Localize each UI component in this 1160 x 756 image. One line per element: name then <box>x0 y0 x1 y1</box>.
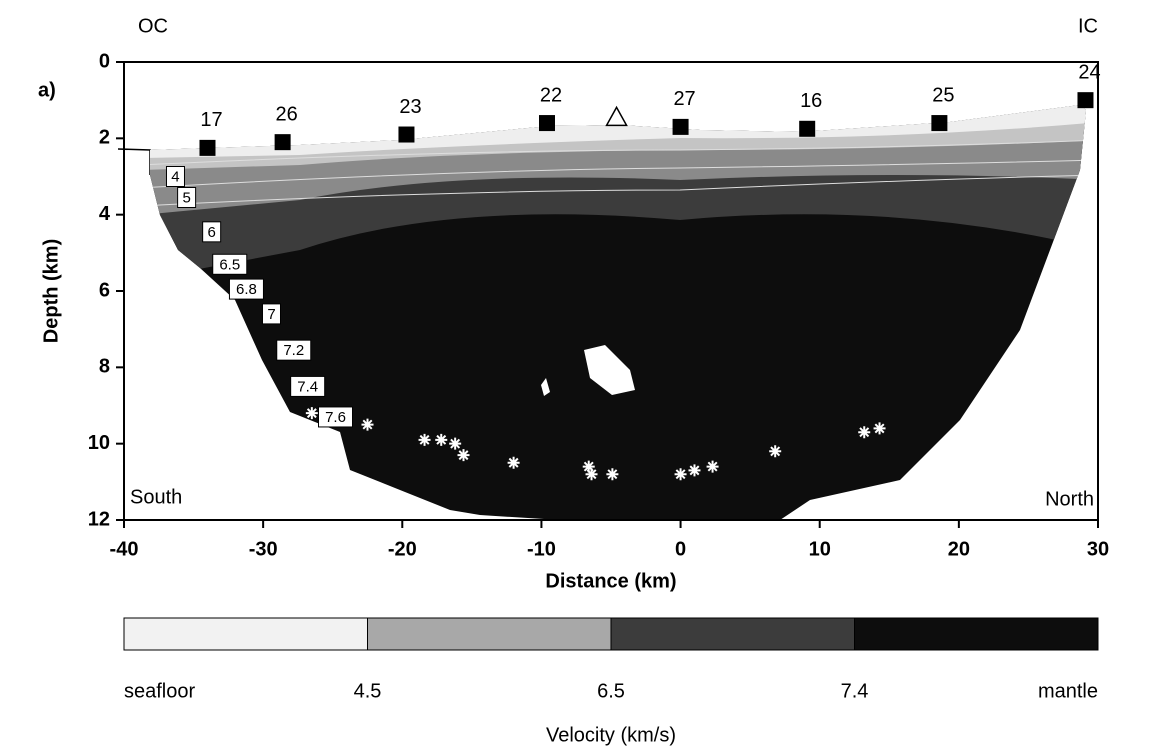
station-label: 27 <box>673 88 695 110</box>
station <box>672 118 689 135</box>
earthquake <box>688 464 701 477</box>
corner-label: North <box>1045 488 1094 510</box>
y-tick-label: 12 <box>88 508 110 530</box>
earthquake <box>449 437 462 450</box>
station <box>199 139 216 156</box>
contour-label-box <box>165 166 185 187</box>
x-tick-label: 30 <box>1087 538 1109 560</box>
station-label: 24 <box>1078 61 1100 83</box>
y-tick-label: 2 <box>99 127 110 149</box>
station-label: 16 <box>800 90 822 112</box>
contour-label-box <box>202 221 222 243</box>
station <box>799 120 816 137</box>
station <box>1077 92 1094 109</box>
station-label: 23 <box>399 96 421 118</box>
station-label: 25 <box>932 84 954 106</box>
colorbar-segment <box>854 617 1099 651</box>
station <box>538 115 555 132</box>
contour-label: 6.8 <box>236 281 257 298</box>
earthquake <box>674 468 687 481</box>
earthquake <box>305 407 318 420</box>
y-tick-label: 10 <box>88 432 110 454</box>
x-tick-label: 10 <box>809 538 831 560</box>
x-axis-title: Distance (km) <box>545 570 676 592</box>
corner-label: OC <box>138 15 168 37</box>
earthquake <box>873 422 886 435</box>
earthquake <box>582 460 595 473</box>
colorbar-title: Velocity (km/s) <box>546 724 676 746</box>
y-axis-title: Depth (km) <box>40 239 62 343</box>
corner-label: IC <box>1078 15 1098 37</box>
colorbar-label: mantle <box>1038 680 1098 702</box>
corner-label: South <box>130 486 182 508</box>
x-tick-label: 0 <box>675 538 686 560</box>
colorbar-segment <box>123 617 368 651</box>
contour-label-box <box>177 186 197 208</box>
earthquake <box>435 433 448 446</box>
station-label: 17 <box>200 109 222 131</box>
contour-label: 6.5 <box>219 256 240 273</box>
earthquake <box>606 468 619 481</box>
x-tick-label: -10 <box>527 538 556 560</box>
station-label: 22 <box>540 84 562 106</box>
station <box>931 115 948 132</box>
station-label: 26 <box>275 103 297 125</box>
triangle-marker <box>605 105 628 127</box>
earthquake <box>769 445 782 458</box>
station <box>398 126 415 143</box>
earthquake <box>361 418 374 431</box>
contour-label: 7.4 <box>297 378 318 395</box>
contour-label-box <box>317 406 353 428</box>
x-tick-label: -30 <box>249 538 278 560</box>
y-tick-label: 8 <box>99 356 110 378</box>
x-tick-label: -40 <box>110 538 139 560</box>
contour-label-box <box>290 375 326 397</box>
contour-label: 6 <box>207 224 215 241</box>
earthquake <box>585 468 598 481</box>
panel-label: a) <box>38 79 56 101</box>
earthquake <box>457 449 470 462</box>
earthquake <box>858 426 871 439</box>
contour-label: 7.6 <box>325 409 346 426</box>
colorbar-segment <box>610 617 855 651</box>
x-tick-label: 20 <box>948 538 970 560</box>
contour-label-box <box>276 339 312 361</box>
colorbar-label: 7.4 <box>841 680 869 702</box>
x-tick-label: -20 <box>388 538 417 560</box>
contour-label: 7.2 <box>283 342 304 359</box>
contour-label-box <box>261 303 281 325</box>
y-tick-label: 0 <box>99 50 110 72</box>
contour-label-box <box>228 278 264 300</box>
contour-label: 4 <box>171 168 179 185</box>
y-tick-label: 4 <box>99 203 111 225</box>
contour-label: 5 <box>182 189 190 206</box>
colorbar-label: seafloor <box>124 680 195 702</box>
station <box>274 134 291 151</box>
colorbar-label: 4.5 <box>354 680 382 702</box>
contour-label: 7 <box>267 306 275 323</box>
y-tick-label: 6 <box>99 279 110 301</box>
earthquake <box>706 460 719 473</box>
colorbar-label: 6.5 <box>597 680 625 702</box>
earthquake <box>418 433 431 446</box>
contour-label-box <box>212 253 248 275</box>
colorbar-segment <box>367 617 612 651</box>
earthquake <box>507 456 520 469</box>
